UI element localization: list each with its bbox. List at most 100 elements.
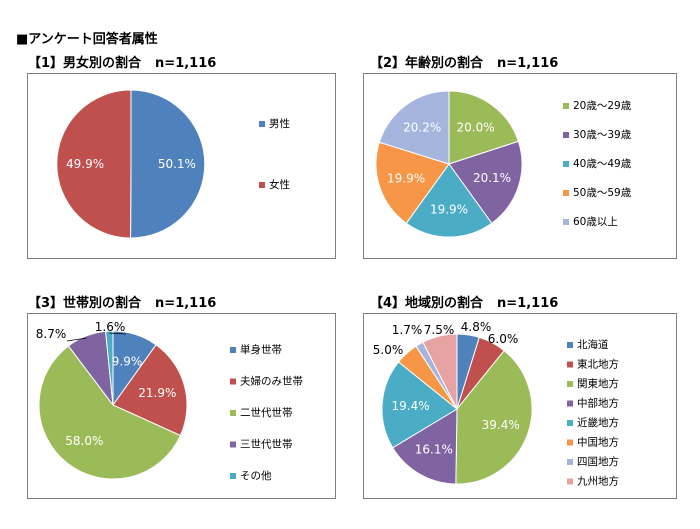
- pie-slice-3: [405, 163, 493, 238]
- pie-slice-4: [375, 141, 450, 224]
- pie-slice-3: [38, 345, 182, 480]
- legend-label-2: 30歳～39歳: [573, 129, 632, 141]
- legend-label-3: 40歳～49歳: [573, 158, 632, 170]
- slice-label-2: 49.9%: [66, 157, 104, 171]
- legend-label-7: 四国地方: [577, 455, 619, 468]
- legend-swatch-4: [567, 400, 573, 407]
- legend-swatch-1: [230, 347, 236, 353]
- legend-swatch-7: [567, 459, 573, 465]
- legend-swatch-1: [259, 121, 265, 127]
- chart4-heading: 【4】地域別の割合 n=1,116: [370, 292, 558, 311]
- legend-swatch-4: [230, 441, 236, 448]
- legend-swatch-3: [567, 381, 573, 387]
- legend-label-4: 50歳～59歳: [573, 187, 632, 199]
- legend-swatch-8: [567, 478, 573, 485]
- chart1-n-label: n=1,116: [155, 56, 217, 71]
- legend-swatch-3: [563, 161, 569, 167]
- legend-swatch-2: [230, 378, 236, 385]
- slice-label-2: 21.9%: [138, 386, 176, 400]
- slice-labels: 50.1% 49.9%: [66, 157, 196, 171]
- legend-swatch-1: [567, 342, 573, 348]
- chart4-n-label: n=1,116: [497, 296, 559, 311]
- legend-label-4: 中部地方: [577, 397, 619, 410]
- chart2-svg: 20.0% 20.1% 19.9% 19.9% 20.2% 20歳～29歳 30歳～39歳 4…: [375, 90, 632, 238]
- slice-label-1: 20.0%: [457, 120, 495, 134]
- slice-label-3: 58.0%: [65, 434, 103, 448]
- pie-slice-2: [448, 140, 523, 224]
- slice-label-7: 1.7%: [392, 323, 423, 337]
- legend: 20歳～29歳 30歳～39歳 40歳～49歳 50歳～59歳 60歳以上: [563, 100, 632, 228]
- pie-slices: [375, 90, 523, 238]
- legend-label-6: 中国地方: [577, 436, 619, 449]
- slice-label-5: 19.4%: [392, 399, 430, 413]
- legend-swatch-5: [230, 473, 236, 479]
- pie-slices: [38, 330, 188, 480]
- leader-line-4: [66, 337, 87, 342]
- slice-label-4: 8.7%: [36, 327, 67, 341]
- slice-label-1: 9.9%: [112, 354, 143, 368]
- slice-label-3: 19.9%: [430, 202, 468, 216]
- page-title: ■アンケート回答者属性: [16, 32, 158, 47]
- chart4-title: 【4】地域別の割合: [370, 296, 484, 311]
- slice-label-3: 39.4%: [482, 418, 520, 432]
- pie-slice-1: [448, 90, 520, 165]
- chart3-svg: 9.9% 21.9% 58.0% 8.7% 1.6% 単身世帯夫婦のみ世帯二世代世帯三世代…: [36, 320, 303, 482]
- slice-label-1: 4.8%: [461, 320, 492, 334]
- legend-label-2: 東北地方: [577, 358, 619, 371]
- pie-slices: [56, 89, 206, 239]
- slice-labels: 20.0% 20.1% 19.9% 19.9% 20.2%: [387, 120, 511, 216]
- legend-label-2: 夫婦のみ世帯: [240, 375, 303, 388]
- legend-label-5: 60歳以上: [573, 216, 618, 228]
- slice-labels: 4.8%6.0% 39.4% 16.1% 19.4% 5.0% 1.7% 7.5%: [373, 320, 520, 456]
- chart1-box: 50.1% 49.9% 男性女性: [27, 73, 336, 259]
- chart4-svg: 4.8%6.0% 39.4% 16.1% 19.4% 5.0% 1.7% 7.5% 北海道東北…: [373, 320, 619, 488]
- legend-label-5: その他: [240, 469, 272, 482]
- legend-label-2: 女性: [269, 178, 290, 191]
- legend-swatch-6: [567, 439, 573, 446]
- chart1-heading: 【1】男女別の割合 n=1,116: [28, 52, 216, 71]
- legend-swatch-3: [230, 410, 236, 416]
- pie-slice-2: [56, 89, 132, 239]
- chart3-n-label: n=1,116: [155, 296, 217, 311]
- chart2-n-label: n=1,116: [497, 56, 559, 71]
- slice-label-5: 1.6%: [95, 320, 126, 334]
- legend-swatch-2: [563, 132, 569, 138]
- slice-label-8: 7.5%: [424, 323, 455, 337]
- legend-label-8: 九州地方: [577, 475, 619, 488]
- chart3-box: 9.9% 21.9% 58.0% 8.7% 1.6% 単身世帯夫婦のみ世帯 二世代世帯三世代…: [27, 313, 336, 499]
- slice-label-4: 19.9%: [387, 171, 425, 185]
- chart3-heading: 【3】世帯別の割合 n=1,116: [28, 292, 216, 311]
- pie-slice-3: [455, 349, 533, 485]
- pie-slice-4: [392, 408, 458, 485]
- chart2-box: 20.0% 20.1% 19.9% 19.9% 20.2% 20歳～29歳 30歳～39歳 4…: [363, 73, 677, 259]
- legend-swatch-1: [563, 103, 569, 109]
- pie-slice-5: [105, 330, 114, 406]
- legend-label-1: 男性: [269, 117, 290, 130]
- legend-label-3: 関東地方: [577, 377, 619, 390]
- chart4-box: 4.8% 6.0% 39.4% 16.1% 19.4% 5.0% 1.7% 7.5% 北海道 東北…: [363, 313, 677, 499]
- legend-label-1: 北海道: [577, 338, 609, 351]
- legend-label-1: 単身世帯: [240, 343, 282, 356]
- leader-line-5: [109, 332, 127, 335]
- chart1-title: 【1】男女別の割合: [28, 56, 142, 71]
- chart2-heading: 【2】年齢別の割合 n=1,116: [370, 52, 558, 71]
- slice-label-6: 5.0%: [373, 343, 404, 357]
- pie-slice-1: [130, 89, 206, 239]
- legend-label-4: 三世代世帯: [240, 438, 293, 451]
- slice-labels: 9.9% 21.9% 58.0% 8.7% 1.6%: [36, 320, 177, 448]
- pie-slice-5: [378, 90, 450, 165]
- pie-slice-8: [422, 333, 458, 410]
- chart2-title: 【2】年齢別の割合: [370, 56, 484, 71]
- legend-swatch-2: [567, 361, 573, 368]
- legend-label-5: 近畿地方: [577, 416, 619, 429]
- pie-slice-5: [381, 361, 458, 449]
- chart3-title: 【3】世帯別の割合: [28, 296, 142, 311]
- slice-label-5: 20.2%: [403, 121, 441, 135]
- pie-slices: [381, 333, 533, 485]
- legend-label-3: 二世代世帯: [240, 406, 293, 419]
- legend-swatch-5: [563, 219, 569, 225]
